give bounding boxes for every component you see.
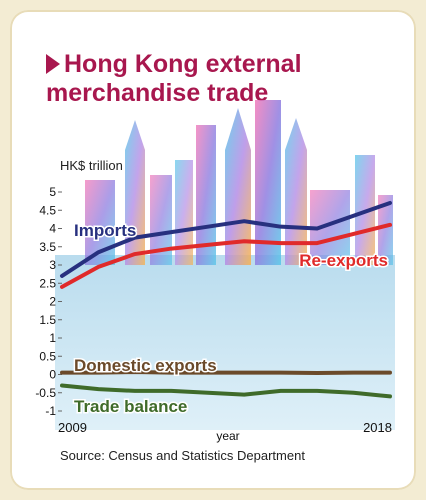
series-lines <box>60 200 392 399</box>
chart-title: Hong Kong external merchandise trade <box>46 50 302 108</box>
y-axis-label: HK$ trillion <box>60 158 123 173</box>
series-label-imports: Imports <box>74 221 136 240</box>
x-tick-label: 2018 <box>363 420 392 435</box>
series-label-trade-balance: Trade balance <box>74 397 187 416</box>
y-tick-label: 1 <box>49 331 56 345</box>
y-tick-label: 0 <box>49 368 56 382</box>
title-line-2: merchandise trade <box>46 79 269 107</box>
series-line-re-exports <box>60 222 392 289</box>
title-line-1: Hong Kong external <box>64 50 302 78</box>
y-tick-label: 2 <box>49 295 56 309</box>
series-labels: Imports Re-exports Domestic exports Trade b… <box>73 220 390 418</box>
y-tick-label: -0.5 <box>35 386 56 400</box>
y-tick-label: 2.5 <box>39 276 56 290</box>
y-tick-label: 4.5 <box>39 203 56 217</box>
y-axis: 5 4.5 4 3.5 3 2.5 2 1.5 1 0.5 0 -0.5 -1 <box>35 185 62 418</box>
title-arrow-icon <box>46 54 60 74</box>
y-tick-label: 3 <box>49 258 56 272</box>
y-tick-label: 3.5 <box>39 240 56 254</box>
y-tick-label: 1.5 <box>39 313 56 327</box>
source-note: Source: Census and Statistics Department <box>60 448 305 463</box>
y-tick-label: 4 <box>49 222 56 236</box>
y-tick-label: -1 <box>45 404 56 418</box>
series-line-trade-balance <box>60 383 392 399</box>
series-label-re-exports: Re-exports <box>299 251 388 270</box>
series-label-domestic-exports: Domestic exports <box>74 356 217 375</box>
y-tick-label: 0.5 <box>39 349 56 363</box>
series-line-imports <box>60 200 392 278</box>
x-axis-label: year <box>216 429 239 443</box>
skyline-background <box>55 100 395 430</box>
y-tick-label: 5 <box>49 185 56 199</box>
series-line-domestic-exports <box>60 369 392 376</box>
x-tick-label: 2009 <box>58 420 87 435</box>
x-axis: 2009 2018 year <box>58 420 392 443</box>
